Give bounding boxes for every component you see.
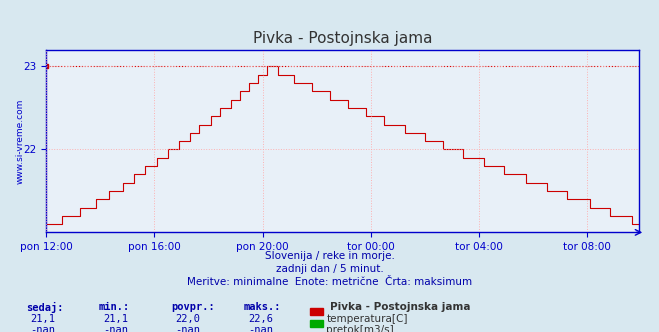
Title: Pivka - Postojnska jama: Pivka - Postojnska jama	[253, 31, 432, 46]
Text: povpr.:: povpr.:	[171, 302, 215, 312]
Text: maks.:: maks.:	[244, 302, 281, 312]
Text: 21,1: 21,1	[30, 314, 55, 324]
Text: sedaj:: sedaj:	[26, 302, 64, 313]
Text: -nan: -nan	[103, 325, 128, 332]
Text: 22,6: 22,6	[248, 314, 273, 324]
Text: -nan: -nan	[248, 325, 273, 332]
Text: Meritve: minimalne  Enote: metrične  Črta: maksimum: Meritve: minimalne Enote: metrične Črta:…	[187, 277, 472, 287]
Text: pretok[m3/s]: pretok[m3/s]	[326, 325, 394, 332]
Text: temperatura[C]: temperatura[C]	[326, 314, 408, 324]
Text: zadnji dan / 5 minut.: zadnji dan / 5 minut.	[275, 264, 384, 274]
Text: -nan: -nan	[175, 325, 200, 332]
Text: -nan: -nan	[30, 325, 55, 332]
Text: 22,0: 22,0	[175, 314, 200, 324]
Text: Slovenija / reke in morje.: Slovenija / reke in morje.	[264, 251, 395, 261]
Text: www.si-vreme.com: www.si-vreme.com	[15, 98, 24, 184]
Text: 21,1: 21,1	[103, 314, 128, 324]
Text: min.:: min.:	[99, 302, 130, 312]
Text: Pivka - Postojnska jama: Pivka - Postojnska jama	[330, 302, 470, 312]
